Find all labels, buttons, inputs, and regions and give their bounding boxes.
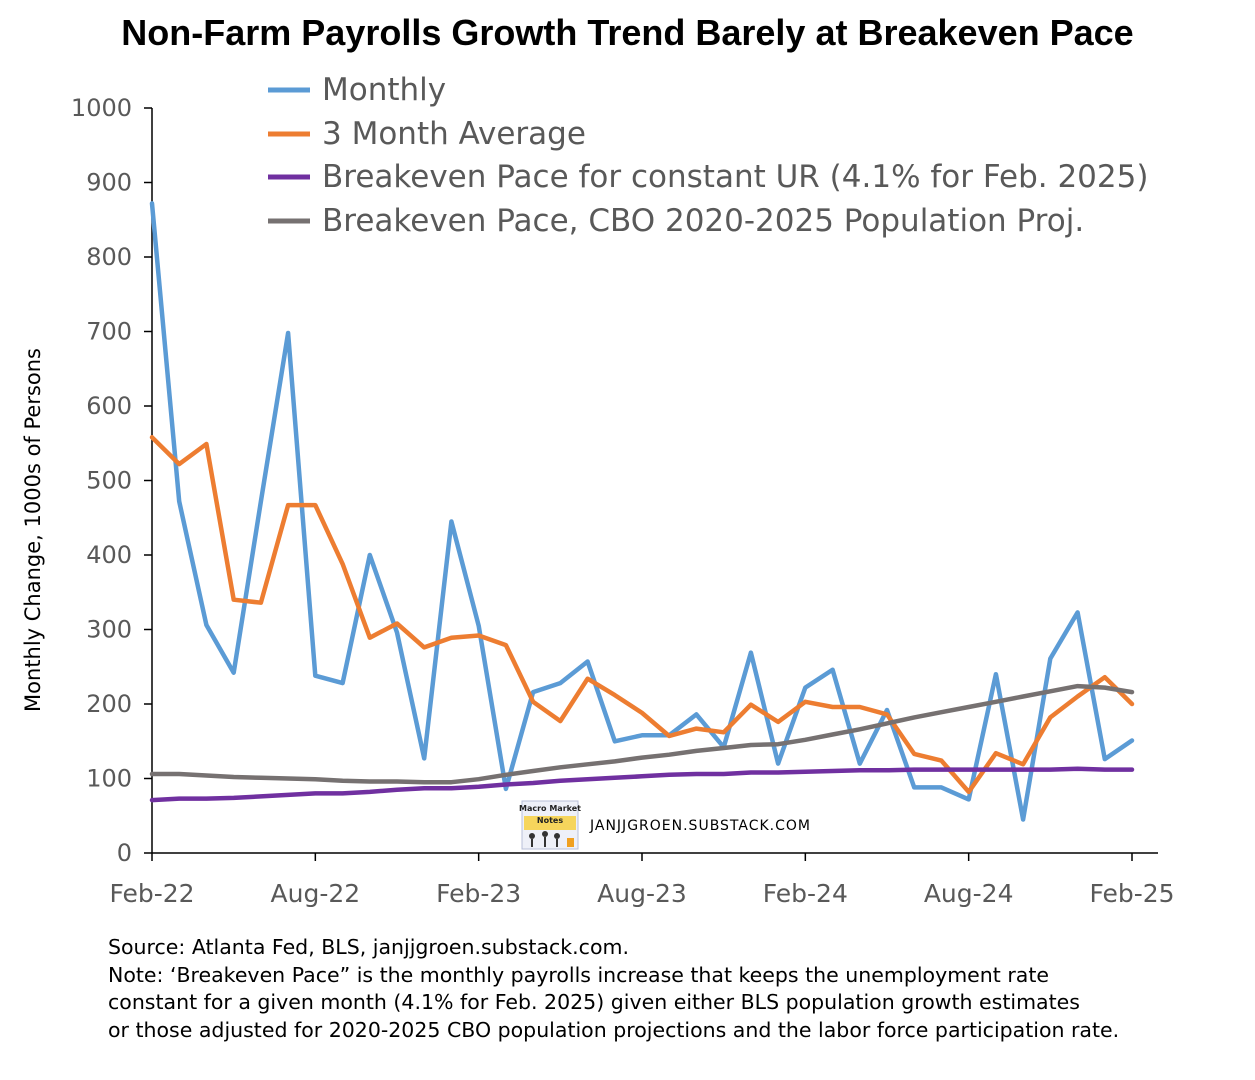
footer-notes: Source: Atlanta Fed, BLS, janjjgroen.sub… <box>108 934 1248 1044</box>
legend-label-3: Breakeven Pace for constant UR (4.1% for… <box>322 159 1148 195</box>
y-tick-label: 700 <box>86 318 132 346</box>
legend-label-4: Breakeven Pace, CBO 2020-2025 Population… <box>322 203 1084 239</box>
series-lines <box>149 201 1135 822</box>
chart-title: Non-Farm Payrolls Growth Trend Barely at… <box>121 12 1134 53</box>
y-axis-label: Monthly Change, 1000s of Persons <box>21 348 45 712</box>
x-ticks: Feb-22 Aug-22 Feb-23 Aug-23 Feb-24 Aug-24 Feb-… <box>109 853 1175 908</box>
y-tick-label: 900 <box>86 169 132 197</box>
y-tick-label: 400 <box>86 541 132 569</box>
y-tick-label: 1000 <box>71 94 132 122</box>
y-tick-label: 500 <box>86 467 132 495</box>
x-tick-label: Feb-22 <box>109 879 194 908</box>
x-tick-label: Feb-24 <box>763 879 848 908</box>
series-line-1 <box>149 201 1135 822</box>
legend: Monthly 3 Month Average Breakeven Pace for… <box>268 72 1148 239</box>
y-tick-label: 800 <box>86 243 132 271</box>
note-line-2: constant for a given month (4.1% for Feb… <box>108 990 1080 1014</box>
series-line-3 <box>149 766 1135 803</box>
x-tick-label: Feb-25 <box>1089 879 1174 908</box>
watermark: Macro Market Notes JANJJGROEN.SUBSTACK.C… <box>519 800 811 850</box>
y-tick-label: 600 <box>86 392 132 420</box>
x-tick-label: Feb-23 <box>436 879 521 908</box>
x-tick-label: Aug-24 <box>924 879 1014 908</box>
series-line-4 <box>149 683 1135 785</box>
logo-text-line2: Notes <box>537 816 563 825</box>
logo-text-line1: Macro Market <box>519 804 581 813</box>
note-line-3: or those adjusted for 2020-2025 CBO popu… <box>108 1017 1120 1042</box>
macro-market-notes-logo: Macro Market Notes <box>519 800 581 850</box>
series-line-2 <box>149 435 1135 795</box>
source-line: Source: Atlanta Fed, BLS, janjjgroen.sub… <box>108 935 629 959</box>
note-line-1: Note: ‘Breakeven Pace” is the monthly pa… <box>108 962 1049 987</box>
legend-label-2: 3 Month Average <box>322 116 586 152</box>
y-tick-label: 0 <box>117 839 132 867</box>
y-tick-label: 200 <box>86 690 132 718</box>
x-tick-label: Aug-23 <box>597 879 687 908</box>
y-tick-label: 100 <box>86 765 132 793</box>
legend-label-1: Monthly <box>322 72 446 108</box>
y-tick-label: 300 <box>86 616 132 644</box>
chart-svg: 0 100 200 300 400 500 600 700 800 900 1000 Feb-22 A… <box>21 72 1175 908</box>
watermark-site: JANJJGROEN.SUBSTACK.COM <box>589 818 811 834</box>
x-tick-label: Aug-22 <box>271 879 361 908</box>
y-ticks: 0 100 200 300 400 500 600 700 800 900 1000 <box>71 94 152 867</box>
